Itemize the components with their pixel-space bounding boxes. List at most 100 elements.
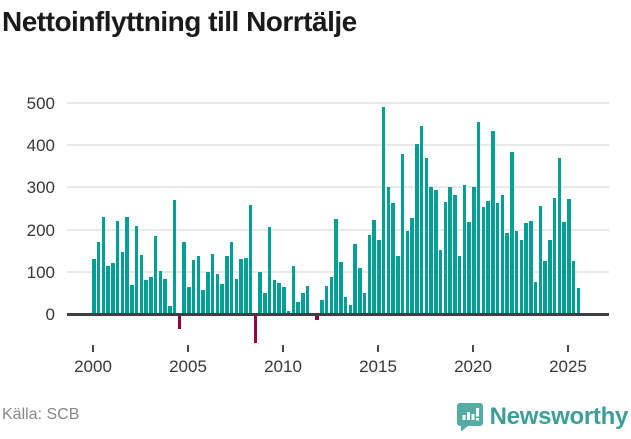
- bar-negative: [253, 316, 258, 344]
- bar-positive: [562, 222, 566, 314]
- chart-title: Nettoinflyttning till Norrtälje: [2, 6, 357, 37]
- x-axis-label: 2010: [264, 357, 302, 376]
- bar-positive: [220, 284, 224, 314]
- bar-positive: [410, 217, 414, 314]
- bar-positive: [396, 255, 400, 314]
- bar-positive: [495, 203, 500, 314]
- bar-positive: [272, 280, 277, 314]
- bar-positive: [239, 258, 243, 314]
- bar-positive: [405, 230, 410, 314]
- bar-positive: [343, 296, 348, 314]
- bar-positive: [543, 261, 547, 314]
- bar-positive: [524, 222, 528, 314]
- bar-positive: [153, 235, 158, 314]
- bar-positive: [457, 255, 462, 314]
- bar-positive: [424, 157, 429, 314]
- bar-positive: [362, 292, 367, 314]
- bar-positive: [367, 235, 372, 314]
- bar-positive: [505, 233, 509, 314]
- bar-positive: [386, 187, 391, 314]
- footer: Källa: SCB Newsworthy: [0, 400, 631, 439]
- bar-positive: [187, 287, 191, 314]
- bar-positive: [419, 125, 424, 314]
- bar-positive: [139, 255, 144, 314]
- bar-positive: [491, 130, 495, 314]
- x-axis-tick: [92, 345, 94, 352]
- bar-positive: [339, 261, 343, 314]
- y-axis-label: 300: [26, 178, 55, 198]
- bar-positive: [305, 286, 310, 314]
- bar-positive: [229, 241, 234, 314]
- gridline: [67, 102, 609, 105]
- bar-positive: [172, 199, 177, 314]
- source-label: Källa: SCB: [2, 406, 80, 423]
- bar-positive: [462, 184, 467, 314]
- bar-positive: [486, 200, 490, 314]
- bar-positive: [324, 286, 329, 314]
- bar-positive: [134, 225, 139, 314]
- bar-positive: [196, 255, 201, 314]
- bar-positive: [234, 278, 239, 314]
- bar-positive: [415, 144, 419, 314]
- x-axis-label: 2000: [74, 357, 112, 376]
- bar-positive: [453, 194, 457, 314]
- bar-positive: [548, 240, 552, 314]
- bar-positive: [377, 240, 381, 314]
- bar-positive: [348, 305, 353, 314]
- gridline: [67, 270, 609, 273]
- bar-positive: [215, 273, 220, 314]
- bar-positive: [481, 207, 486, 314]
- bar-positive: [529, 221, 533, 314]
- x-axis-label: 2025: [549, 357, 587, 376]
- bar-positive: [557, 157, 562, 314]
- bar-positive: [182, 242, 186, 314]
- bar-positive: [149, 276, 153, 314]
- bar-positive: [248, 205, 253, 314]
- newsworthy-logo: Newsworthy: [456, 402, 628, 432]
- bar-positive: [567, 199, 571, 314]
- bar-positive: [438, 250, 443, 314]
- bar-positive: [225, 255, 229, 314]
- bar-positive: [291, 266, 296, 314]
- bar-positive: [320, 300, 324, 314]
- bar-positive: [400, 153, 405, 314]
- x-axis-tick: [567, 345, 569, 352]
- x-axis-tick: [282, 345, 284, 352]
- bar-positive: [210, 253, 215, 314]
- bar-positive: [500, 194, 505, 314]
- bar-negative: [177, 316, 182, 329]
- x-axis-label: 2015: [359, 357, 397, 376]
- bar-positive: [533, 282, 538, 314]
- bar-positive: [201, 289, 205, 314]
- bar-positive: [552, 198, 557, 314]
- bar-positive: [296, 301, 300, 314]
- bar-positive: [372, 220, 376, 314]
- bar-positive: [358, 267, 362, 314]
- bar-positive: [514, 230, 519, 314]
- bar-positive: [168, 305, 172, 314]
- bar-positive: [120, 251, 125, 314]
- bar-positive: [510, 152, 514, 314]
- bar-positive: [448, 187, 452, 314]
- bar-positive: [163, 278, 167, 314]
- bar-positive: [353, 244, 357, 314]
- bar-positive: [576, 287, 581, 314]
- bar-positive: [301, 293, 305, 314]
- bar-positive: [472, 187, 476, 314]
- bar-positive: [144, 280, 148, 314]
- bar-positive: [467, 221, 471, 314]
- bar-positive: [282, 287, 286, 314]
- bar-negative: [315, 316, 319, 321]
- bar-positive: [476, 122, 481, 314]
- bar-positive: [130, 284, 134, 314]
- bar-positive: [391, 203, 395, 314]
- bar-positive: [381, 107, 386, 314]
- bar-positive: [571, 260, 576, 314]
- bar-positive: [191, 260, 196, 314]
- bar-positive: [443, 202, 448, 314]
- x-axis-tick: [377, 345, 379, 352]
- y-axis-label: 400: [26, 136, 55, 156]
- bar-positive: [263, 293, 267, 314]
- bar-positive: [111, 262, 115, 314]
- bar-positive: [519, 240, 524, 314]
